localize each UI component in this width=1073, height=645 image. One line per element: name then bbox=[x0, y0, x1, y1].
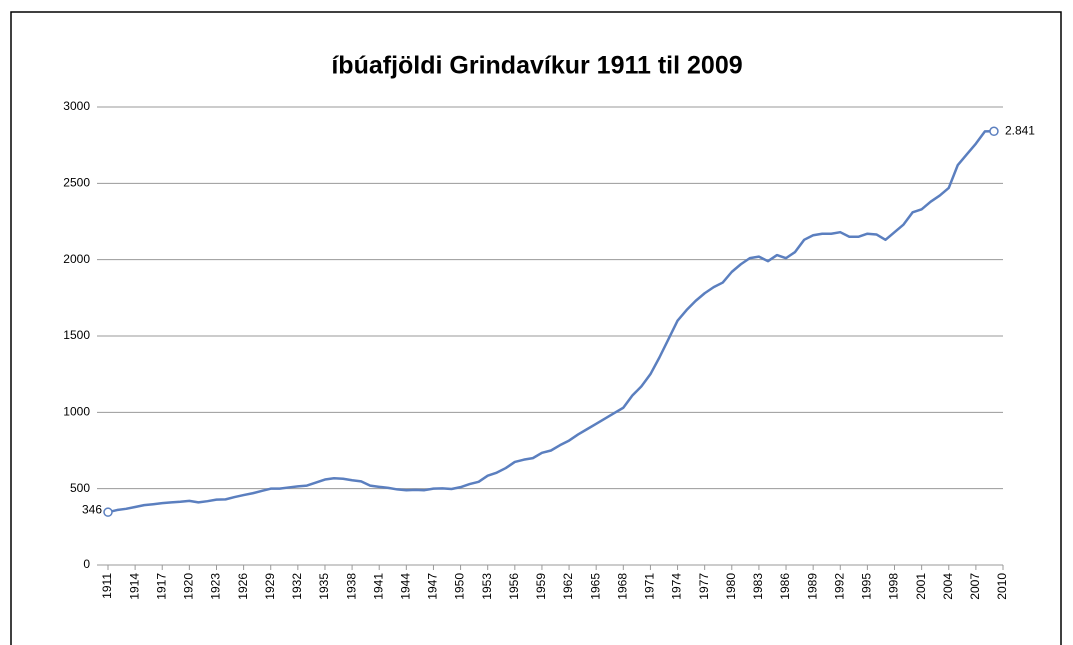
x-tick-label: 1929 bbox=[263, 573, 277, 600]
x-tick-label: 1968 bbox=[615, 573, 629, 600]
y-tick-label: 1500 bbox=[63, 328, 90, 342]
x-tick-label: 2010 bbox=[995, 573, 1009, 600]
x-tick-label: 2004 bbox=[941, 573, 955, 600]
data-label: 346 bbox=[82, 502, 102, 516]
x-tick-label: 1977 bbox=[697, 573, 711, 600]
y-tick-label: 500 bbox=[70, 481, 90, 495]
x-tick-label: 1944 bbox=[399, 573, 413, 600]
x-tick-label: 1914 bbox=[127, 573, 141, 600]
data-label: 2.841 bbox=[1005, 123, 1035, 137]
x-tick-label: 1971 bbox=[643, 573, 657, 600]
y-tick-label: 0 bbox=[83, 557, 90, 571]
x-tick-label: 1941 bbox=[371, 573, 385, 600]
point-marker bbox=[989, 126, 999, 137]
x-tick-label: 1953 bbox=[480, 573, 494, 600]
x-tick-label: 1965 bbox=[588, 573, 602, 600]
x-tick-label: 1983 bbox=[751, 573, 765, 600]
y-tick-label: 2500 bbox=[63, 176, 90, 190]
x-tick-label: 1932 bbox=[290, 573, 304, 600]
x-tick-label: 1926 bbox=[236, 573, 250, 600]
x-tick-label: 1920 bbox=[182, 573, 196, 600]
point-marker bbox=[103, 507, 113, 517]
x-tick-label: 1992 bbox=[832, 573, 846, 600]
chart-title: íbúafjöldi Grindavíkur 1911 til 2009 bbox=[331, 52, 742, 80]
data-line bbox=[107, 130, 994, 514]
x-tick-label: 1947 bbox=[426, 573, 440, 600]
x-tick-label: 1998 bbox=[887, 573, 901, 600]
x-tick-label: 1974 bbox=[670, 573, 684, 600]
x-tick-label: 2007 bbox=[968, 573, 982, 600]
x-tick-label: 1959 bbox=[534, 573, 548, 600]
x-tick-label: 1923 bbox=[209, 573, 223, 600]
x-tick-label: 1980 bbox=[724, 573, 738, 600]
x-tick-label: 1986 bbox=[778, 573, 792, 600]
x-tick-label: 1935 bbox=[317, 573, 331, 600]
x-tick-label: 1995 bbox=[860, 573, 874, 600]
x-tick-label: 1938 bbox=[344, 573, 358, 600]
y-tick-label: 1000 bbox=[63, 405, 90, 419]
x-tick-label: 1989 bbox=[805, 573, 819, 600]
x-tick-label: 2001 bbox=[914, 573, 928, 600]
y-tick-label: 3000 bbox=[63, 99, 90, 113]
x-tick-label: 1917 bbox=[154, 573, 168, 600]
x-tick-label: 1911 bbox=[100, 573, 114, 599]
chart-frame bbox=[10, 11, 1062, 645]
x-tick-label: 1950 bbox=[453, 573, 467, 600]
x-tick-label: 1962 bbox=[561, 573, 575, 600]
x-tick-label: 1956 bbox=[507, 573, 521, 600]
y-tick-label: 2000 bbox=[63, 252, 90, 266]
